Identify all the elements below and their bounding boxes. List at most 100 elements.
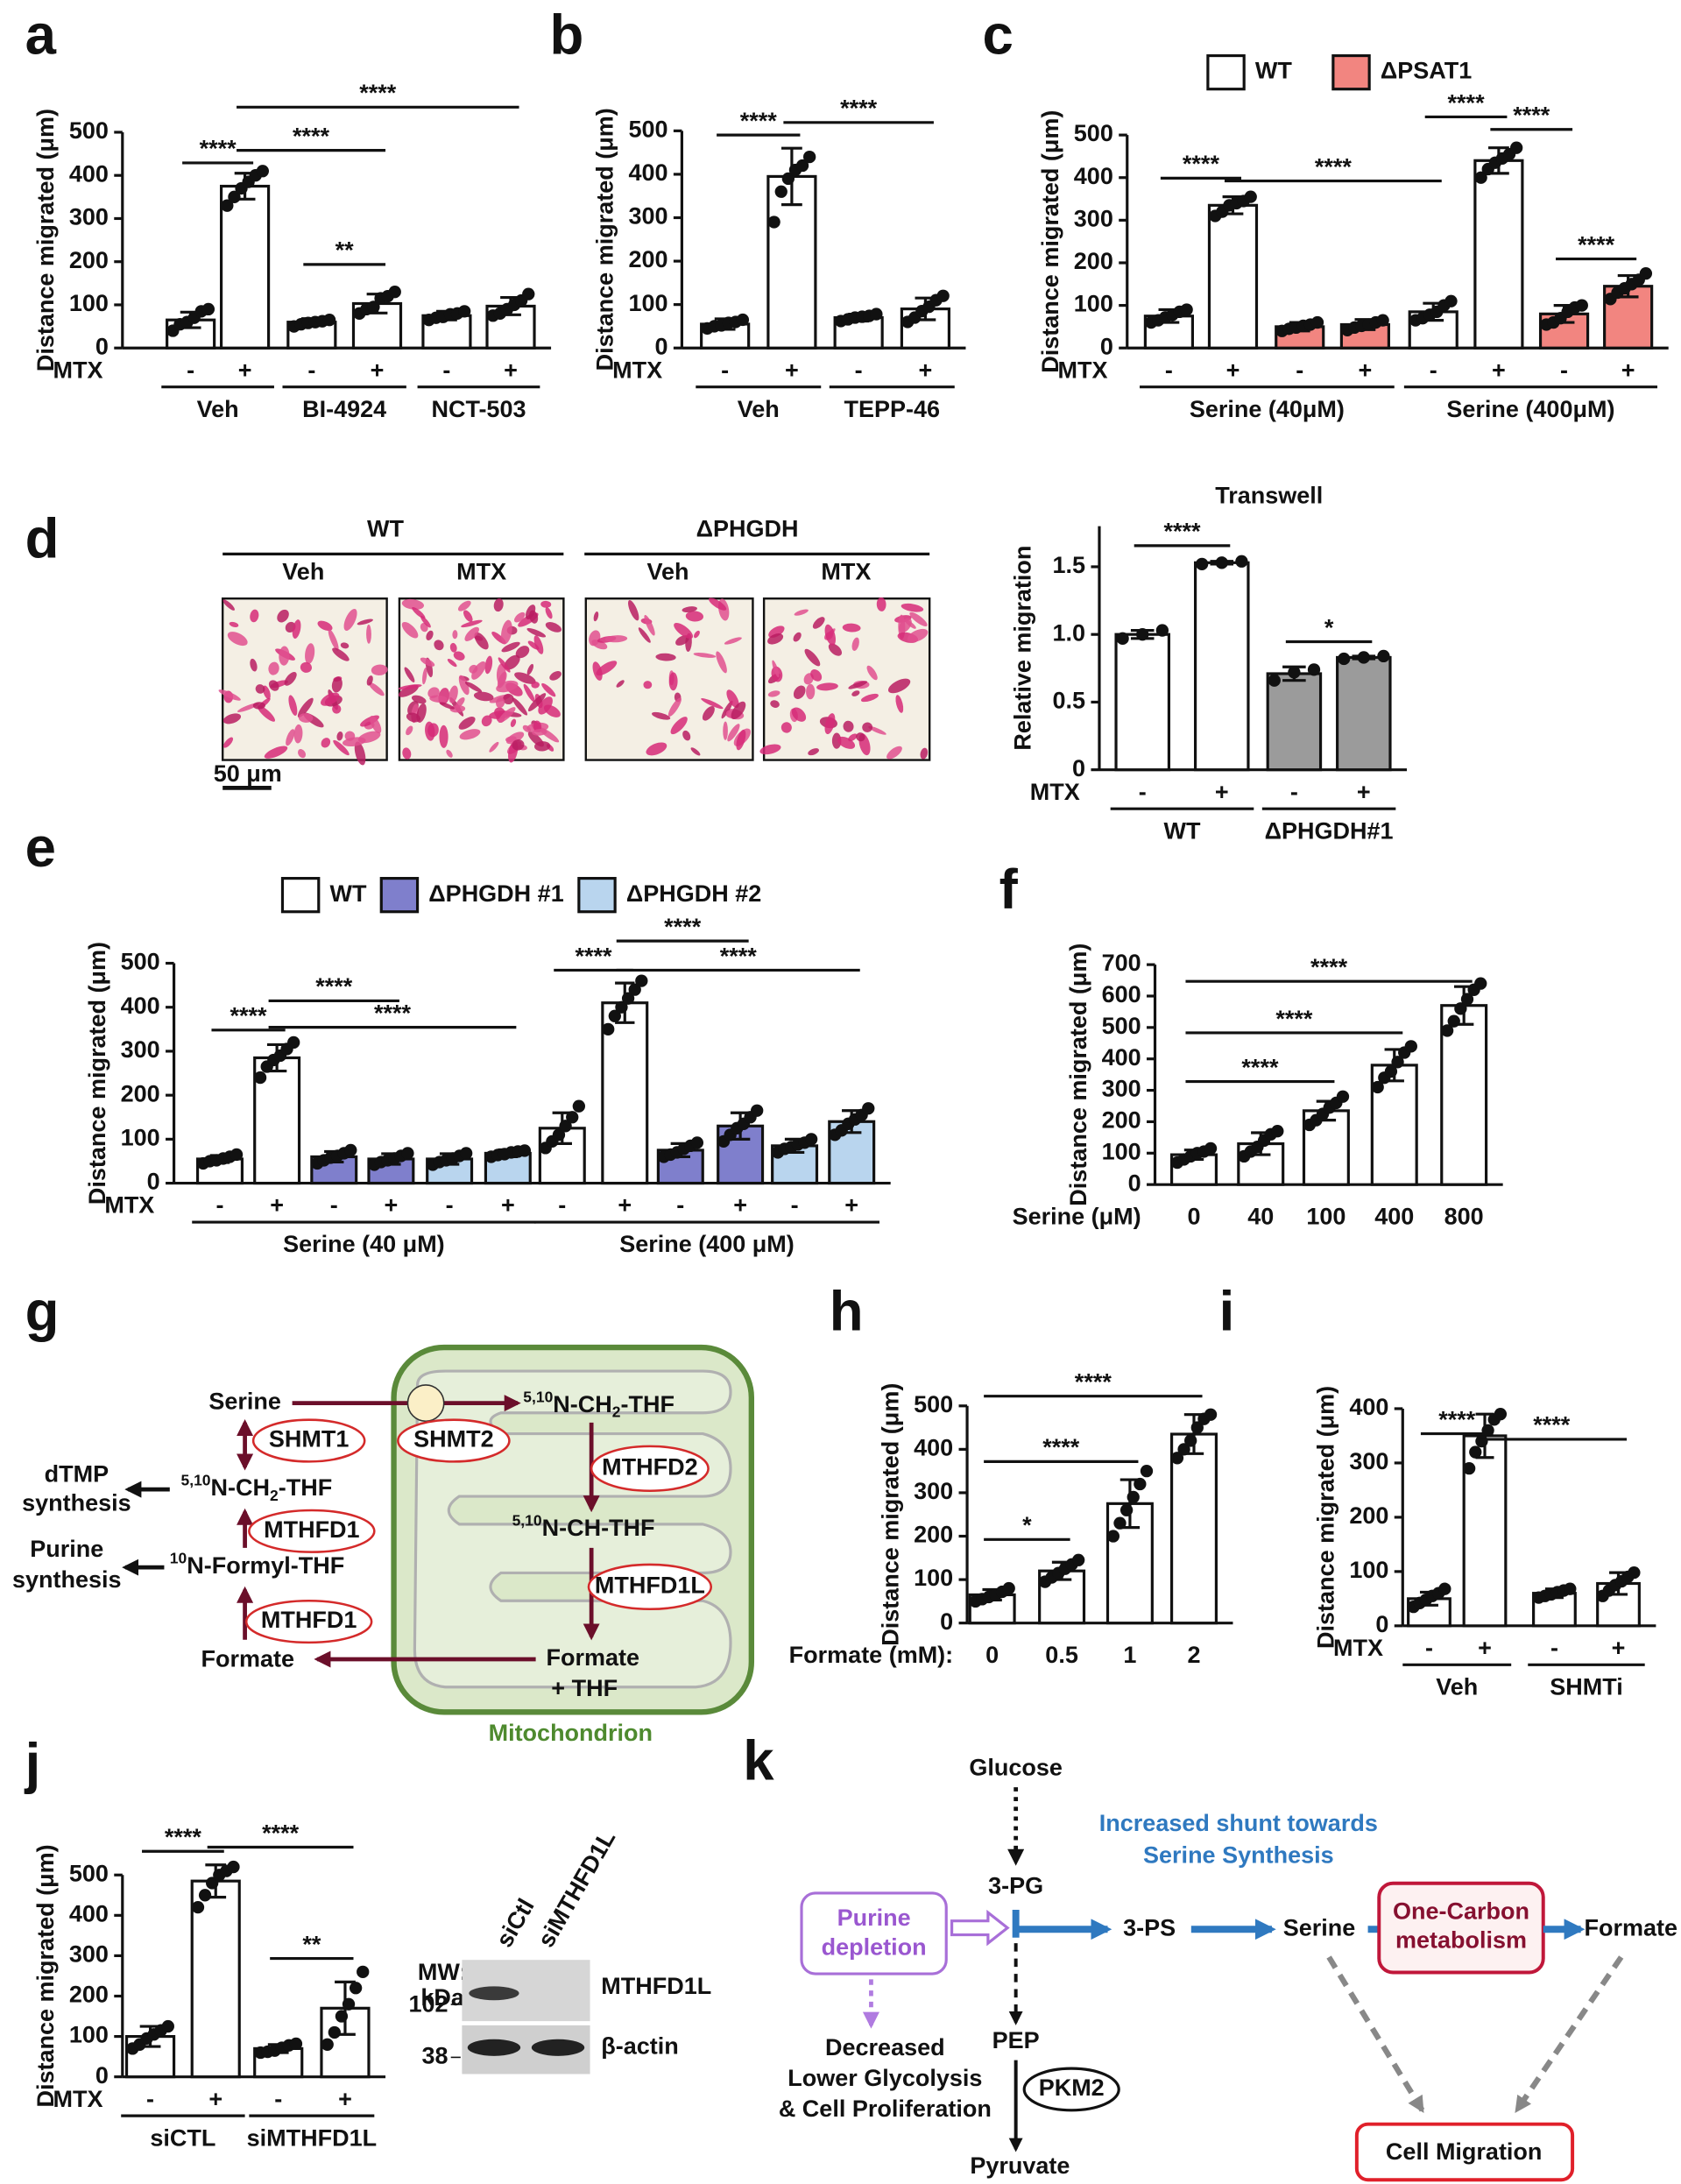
x-tick-label: + (1492, 357, 1506, 383)
legend-label: ΔPHGDH #1 (428, 880, 563, 907)
cell (726, 689, 739, 709)
cell (332, 704, 342, 714)
output: synthesis (12, 1566, 122, 1593)
data-point (1391, 1056, 1404, 1069)
data-point (804, 1133, 818, 1146)
cell (321, 692, 340, 706)
group-label: WT (1164, 817, 1201, 844)
cell (429, 695, 448, 703)
y-tick-label: 100 (914, 1565, 953, 1591)
mw-label: MW: (418, 1959, 467, 1985)
cell (904, 619, 916, 629)
cell (527, 693, 547, 712)
data-point (1444, 294, 1458, 307)
data-point (1177, 1443, 1190, 1456)
group-label: Serine (40 μM) (283, 1231, 445, 1257)
y-tick-label: 1.0 (1053, 619, 1086, 646)
cell (336, 731, 343, 741)
x-tick-label: - (1560, 357, 1568, 383)
metabolite: PEP (992, 2027, 1040, 2053)
cell (456, 696, 465, 708)
cell (682, 730, 691, 741)
cell (411, 695, 427, 704)
panel-letter: g (25, 1280, 60, 1342)
cell (331, 676, 343, 693)
x-tick-label: - (791, 1192, 799, 1219)
sig-label: **** (720, 943, 758, 969)
cell (791, 707, 807, 722)
cell (596, 661, 618, 676)
box (1354, 2122, 1575, 2182)
y-axis-title: Relative migration (1009, 546, 1035, 751)
cell (593, 611, 599, 622)
cell (371, 664, 388, 675)
sup: 5,10 (181, 1471, 211, 1488)
cell (255, 684, 265, 694)
bar-chart: e Distance migrated (μm) 0 100 200 300 400 500 -… (25, 816, 891, 1257)
effect: Decreased (825, 2034, 945, 2060)
cell (759, 744, 781, 755)
cell (321, 738, 331, 748)
cell (343, 608, 357, 631)
data-point (608, 1009, 621, 1022)
y-tick-label: 0.5 (1053, 688, 1086, 714)
cell (401, 621, 419, 639)
cell (731, 701, 746, 720)
panel-d: d WT ΔPHGDH Veh MTX Veh MTX 50 μm (25, 507, 931, 790)
cell (876, 597, 886, 611)
data-point (774, 185, 788, 198)
txt: N-CH-THF (542, 1515, 655, 1541)
metabolite: Serine (208, 1389, 281, 1415)
cell (495, 697, 505, 709)
data-point (1116, 632, 1129, 645)
y-tick-label: 500 (69, 117, 109, 144)
cell (514, 672, 536, 684)
metabolite: 5,10N-CH-THF (512, 1511, 655, 1541)
data-point (1195, 557, 1209, 571)
cell (920, 747, 929, 760)
data-point (342, 1997, 356, 2011)
y-tick-label: 0 (1072, 755, 1085, 781)
inhibit-arrow (950, 1909, 1010, 1947)
group-label: Serine (400μM) (1446, 396, 1614, 422)
cell (531, 682, 540, 689)
cell (816, 682, 838, 691)
legend-label: ΔPHGDH #2 (626, 880, 761, 907)
enzyme (397, 1418, 511, 1463)
cell (716, 651, 727, 674)
data-point (1639, 266, 1653, 280)
cell (398, 684, 422, 690)
sig-label: **** (374, 1000, 412, 1026)
x-tick-label: - (1550, 1635, 1558, 1661)
data-point (1268, 674, 1281, 687)
y-tick-label: 400 (69, 1900, 109, 1926)
sig-label: * (1022, 1512, 1032, 1538)
x-tick-label: + (338, 2086, 352, 2112)
cell (412, 607, 426, 619)
cell (463, 610, 473, 622)
data-point (1575, 299, 1588, 312)
output: dTMP (45, 1460, 109, 1487)
x-tick-label: + (1612, 1635, 1626, 1661)
txt: -THF (279, 1474, 332, 1501)
x-tick-label: - (558, 1192, 566, 1219)
legend-swatch (379, 877, 420, 914)
sig-label: **** (1163, 519, 1201, 545)
y-tick-label: 0 (1100, 333, 1113, 359)
group-label: SHMTi (1550, 1673, 1623, 1700)
y-tick-label: 200 (121, 1080, 160, 1106)
data-point (1454, 1002, 1467, 1015)
bar-chart: b Distance migrated (μm) 0 100 200 300 400 500 -… (549, 4, 966, 422)
bar (1207, 203, 1259, 350)
marker-label: 102 (408, 1991, 448, 2018)
y-axis-title: Distance migrated (μm) (1065, 944, 1091, 1206)
data-point (1127, 1490, 1140, 1504)
cell (616, 680, 625, 688)
cell (772, 660, 780, 678)
cell (831, 732, 842, 749)
cell (540, 600, 552, 608)
cell (652, 711, 671, 720)
cell (288, 695, 298, 716)
cell (907, 628, 929, 643)
